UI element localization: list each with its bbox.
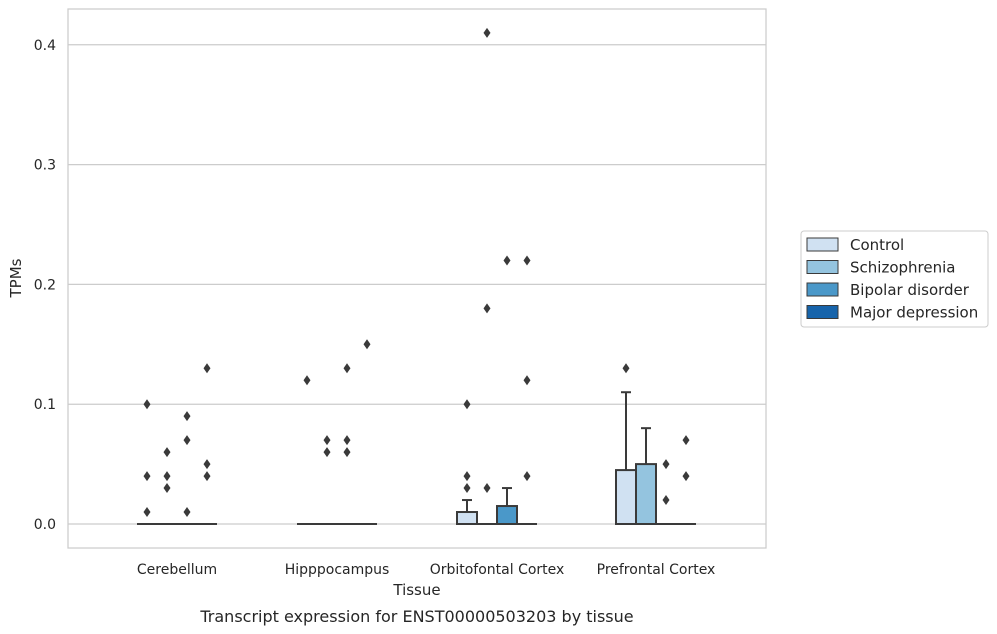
x-tick-label: Hipppocampus bbox=[285, 562, 390, 578]
box bbox=[197, 363, 217, 525]
outlier-point bbox=[143, 471, 151, 482]
y-tick-label: 0.0 bbox=[34, 517, 56, 533]
outlier-point bbox=[143, 507, 151, 518]
outlier-point bbox=[203, 363, 211, 374]
y-tick-label: 0.2 bbox=[34, 277, 56, 293]
outlier-point bbox=[183, 411, 191, 422]
legend-label: Major depression bbox=[850, 304, 978, 322]
box bbox=[337, 363, 357, 525]
box bbox=[357, 339, 377, 525]
outlier-point bbox=[183, 507, 191, 518]
gridlines bbox=[68, 44, 766, 525]
chart-caption: Transcript expression for ENST0000050320… bbox=[199, 607, 633, 626]
plot-frame bbox=[67, 8, 767, 549]
box bbox=[177, 411, 197, 525]
series-bipolar-disorder bbox=[177, 255, 676, 525]
y-axis-title: TPMs bbox=[7, 258, 25, 298]
box bbox=[317, 435, 337, 525]
outlier-point bbox=[463, 471, 471, 482]
outlier-point bbox=[483, 483, 491, 494]
legend-swatch bbox=[806, 305, 839, 319]
box bbox=[496, 255, 518, 525]
outlier-point bbox=[483, 303, 491, 314]
y-tick-label: 0.4 bbox=[34, 38, 56, 54]
outlier-point bbox=[163, 483, 171, 494]
legend-label: Schizophrenia bbox=[850, 259, 955, 277]
legend-label: Control bbox=[850, 236, 904, 254]
legend-frame bbox=[800, 230, 989, 328]
outlier-point bbox=[203, 471, 211, 482]
x-axis-title: Tissue bbox=[392, 581, 440, 599]
outlier-point bbox=[682, 471, 690, 482]
outlier-point bbox=[363, 339, 371, 350]
outlier-point bbox=[203, 459, 211, 470]
box-body bbox=[456, 511, 478, 526]
outlier-point bbox=[143, 399, 151, 410]
outlier-point bbox=[343, 447, 351, 458]
legend-label: Bipolar disorder bbox=[850, 281, 970, 299]
outlier-point bbox=[343, 363, 351, 374]
box-body bbox=[615, 469, 637, 525]
legend-swatch bbox=[806, 260, 839, 274]
box bbox=[656, 459, 676, 525]
outlier-point bbox=[622, 363, 630, 374]
box-body bbox=[496, 505, 518, 525]
outlier-point bbox=[523, 471, 531, 482]
outlier-point bbox=[523, 255, 531, 266]
box bbox=[477, 27, 497, 525]
series-control bbox=[137, 363, 637, 526]
outlier-point bbox=[163, 447, 171, 458]
box-series bbox=[137, 27, 696, 526]
outlier-point bbox=[463, 399, 471, 410]
box bbox=[676, 435, 696, 525]
series-major-depression bbox=[197, 255, 696, 525]
outlier-point bbox=[503, 255, 511, 266]
box bbox=[137, 399, 157, 525]
box bbox=[635, 427, 657, 526]
outlier-point bbox=[303, 375, 311, 386]
series-schizophrenia bbox=[157, 27, 657, 526]
outlier-point bbox=[323, 435, 331, 446]
legend-swatch bbox=[806, 237, 839, 252]
y-tick-label: 0.3 bbox=[34, 158, 56, 174]
x-tick-label: Prefrontal Cortex bbox=[597, 562, 716, 578]
x-tick-label: Orbitofontal Cortex bbox=[430, 562, 565, 578]
outlier-point bbox=[662, 495, 670, 506]
outlier-point bbox=[523, 375, 531, 386]
outlier-point bbox=[483, 27, 491, 38]
box-body bbox=[635, 463, 657, 526]
box bbox=[297, 375, 317, 525]
box bbox=[157, 447, 177, 525]
box bbox=[517, 255, 537, 525]
legend: Control Schizophrenia Bipolar disorder Majo… bbox=[800, 230, 989, 328]
box bbox=[615, 363, 637, 525]
outlier-point bbox=[323, 447, 331, 458]
x-tick-labels: Cerebellum Hipppocampus Orbitofontal Corte… bbox=[137, 562, 715, 578]
legend-swatch bbox=[806, 282, 839, 297]
outlier-point bbox=[682, 435, 690, 446]
outlier-point bbox=[463, 483, 471, 494]
outlier-point bbox=[183, 435, 191, 446]
outlier-point bbox=[662, 459, 670, 470]
outlier-point bbox=[163, 471, 171, 482]
x-tick-label: Cerebellum bbox=[137, 562, 217, 578]
y-tick-labels: 0.0 0.1 0.2 0.3 0.4 bbox=[34, 38, 56, 533]
outlier-point bbox=[343, 435, 351, 446]
box bbox=[456, 399, 478, 526]
y-tick-label: 0.1 bbox=[34, 397, 56, 413]
